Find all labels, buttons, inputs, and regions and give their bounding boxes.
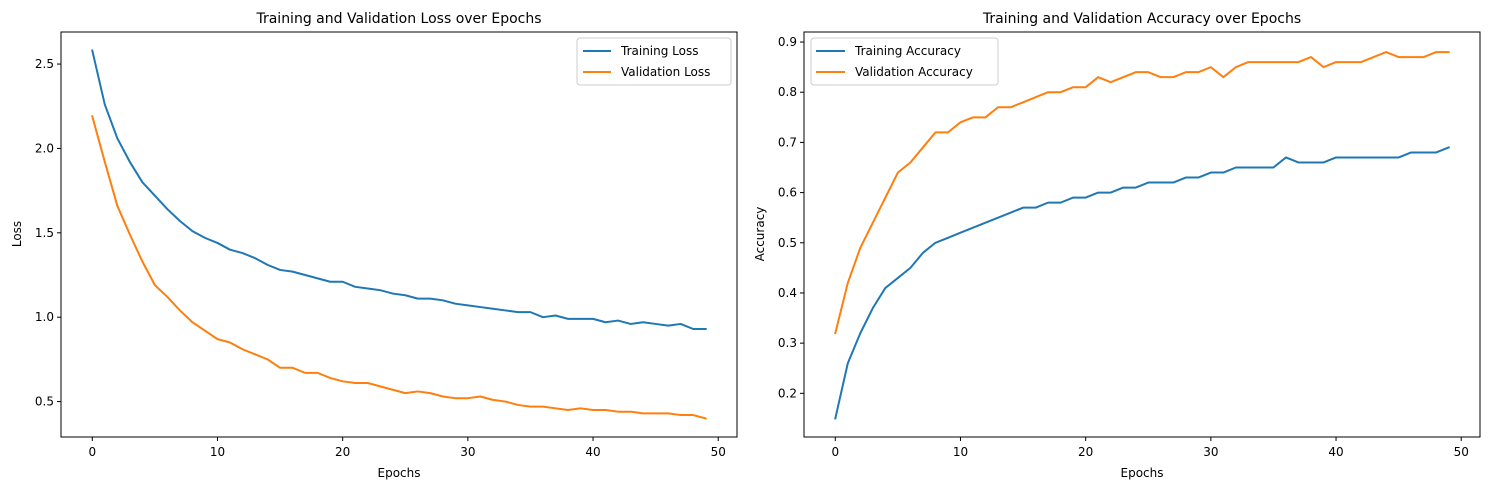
accuracy-y-tick-label: 0.4: [778, 286, 797, 300]
loss-x-tick-label: 30: [460, 445, 475, 459]
legend-label-validation-loss: Validation Loss: [621, 65, 710, 79]
accuracy-x-tick-label: 0: [831, 445, 839, 459]
loss-chart-title: Training and Validation Loss over Epochs: [255, 11, 541, 27]
accuracy-axes-frame: [803, 31, 1481, 438]
accuracy-chart: Training and Validation Accuracy over Ep…: [753, 11, 1481, 480]
accuracy-y-tick-label: 0.9: [778, 35, 797, 49]
accuracy-x-tick-label: 20: [1078, 445, 1093, 459]
loss-axes-frame: [60, 31, 738, 438]
loss-legend: Training Loss Validation Loss: [576, 37, 732, 86]
loss-y-tick-label: 1.5: [35, 226, 54, 240]
accuracy-y-axis-label: Accuracy: [753, 207, 767, 262]
legend-label-training-accuracy: Training Accuracy: [854, 44, 961, 58]
accuracy-x-tick-label: 40: [1328, 445, 1343, 459]
loss-x-tick-label: 10: [210, 445, 225, 459]
loss-legend-box: [576, 37, 732, 86]
accuracy-x-tick-label: 30: [1203, 445, 1218, 459]
loss-x-tick-label: 50: [711, 445, 726, 459]
accuracy-y-tick-label: 0.6: [778, 186, 797, 200]
accuracy-x-axis-label: Epochs: [1121, 466, 1164, 480]
accuracy-plot-area: [804, 32, 1480, 437]
accuracy-y-tick-label: 0.8: [778, 85, 797, 99]
loss-x-axis-label: Epochs: [378, 466, 421, 480]
accuracy-legend-box: [810, 37, 999, 86]
accuracy-y-tick-label: 0.5: [778, 236, 797, 250]
accuracy-y-tick-label: 0.7: [778, 135, 797, 149]
accuracy-y-tick-label: 0.2: [778, 386, 797, 400]
loss-chart: Training and Validation Loss over Epochs…: [10, 11, 738, 480]
accuracy-x-tick-label: 50: [1454, 445, 1469, 459]
accuracy-chart-title: Training and Validation Accuracy over Ep…: [982, 11, 1301, 27]
loss-y-tick-label: 2.0: [35, 141, 54, 155]
legend-label-training-loss: Training Loss: [620, 44, 698, 58]
accuracy-x-tick-label: 10: [953, 445, 968, 459]
series-line-validation-loss: [91, 115, 707, 420]
series-line-training-accuracy: [834, 146, 1451, 420]
loss-plot-area: [61, 32, 737, 437]
loss-x-tick-label: 40: [585, 445, 600, 459]
loss-y-tick-label: 1.0: [35, 310, 54, 324]
series-line-training-loss: [91, 49, 707, 330]
loss-x-tick-label: 0: [88, 445, 96, 459]
accuracy-legend: Training Accuracy Validation Accuracy: [810, 37, 999, 86]
loss-y-tick-label: 0.5: [35, 395, 54, 409]
loss-x-tick-label: 20: [335, 445, 350, 459]
accuracy-y-tick-label: 0.3: [778, 336, 797, 350]
series-line-validation-accuracy: [834, 51, 1450, 335]
loss-y-tick-label: 2.5: [35, 57, 54, 71]
loss-y-axis-label: Loss: [10, 221, 24, 247]
legend-label-validation-accuracy: Validation Accuracy: [855, 65, 973, 79]
